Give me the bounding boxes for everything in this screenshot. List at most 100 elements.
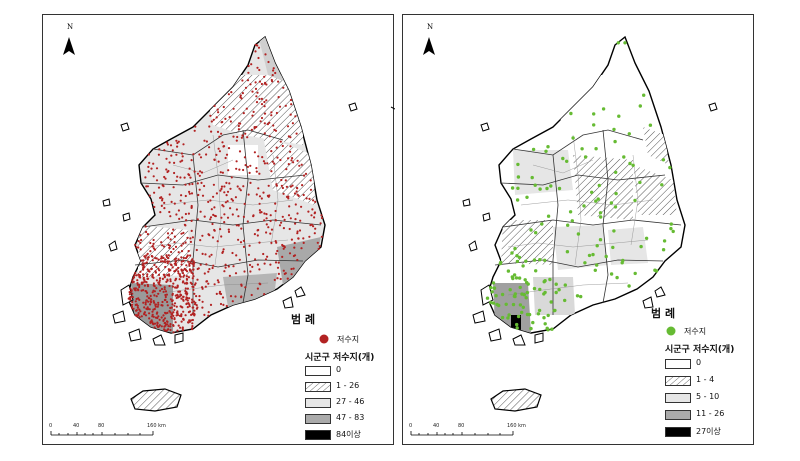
reservoir-point (152, 300, 155, 303)
reservoir-point (139, 248, 142, 251)
reservoir-point (164, 290, 168, 293)
reservoir-point (185, 296, 188, 299)
reservoir-point (210, 120, 213, 123)
north-arrow-icon (423, 37, 435, 55)
reservoir-point (138, 275, 141, 278)
reservoir-point (142, 301, 145, 304)
reservoir-point (284, 272, 287, 275)
reservoir-point (219, 228, 222, 231)
reservoir-point (274, 219, 277, 222)
reservoir-point (137, 246, 140, 249)
reservoir-point (172, 311, 175, 314)
reservoir-point (160, 316, 163, 319)
reservoir-point (143, 306, 146, 309)
reservoir-point (201, 252, 204, 255)
reservoir-point (240, 136, 243, 139)
reservoir-point (192, 288, 195, 291)
reservoir-point (536, 312, 541, 316)
reservoir-point (617, 114, 621, 118)
reservoir-point (144, 176, 147, 179)
reservoir-point (186, 299, 189, 302)
reservoir-point (269, 263, 272, 266)
reservoir-point (140, 282, 144, 285)
reservoir-point (303, 174, 306, 177)
reservoir-point (299, 219, 302, 222)
reservoir-point (231, 251, 234, 255)
reservoir-point (263, 212, 266, 215)
reservoir-point (290, 267, 293, 271)
reservoir-point (163, 175, 166, 179)
reservoir-point (642, 93, 646, 97)
reservoir-point (258, 172, 261, 175)
reservoir-point (294, 218, 297, 221)
legend-swatch (665, 393, 691, 403)
reservoir-point (242, 239, 245, 242)
reservoir-point (568, 210, 573, 214)
reservoir-point (508, 288, 512, 292)
reservoir-point (246, 165, 249, 168)
reservoir-point (146, 295, 149, 298)
reservoir-point (154, 257, 157, 260)
reservoir-point (161, 277, 164, 280)
reservoir-point (189, 261, 192, 264)
reservoir-point (254, 81, 257, 84)
reservoir-point (152, 282, 155, 285)
map-panel-right: N 범 례 저수지 시군구 저수지(개) 0 1 - 4 5 - 10 11 -… (402, 14, 754, 445)
reservoir-point (226, 216, 230, 219)
reservoir-point (138, 273, 141, 277)
reservoir-point (554, 282, 558, 286)
reservoir-point (613, 139, 617, 144)
reservoir-point (317, 247, 320, 250)
reservoir-point (172, 331, 175, 334)
reservoir-point (595, 263, 599, 267)
reservoir-point (265, 213, 268, 216)
reservoir-point (164, 293, 167, 297)
reservoir-point (203, 313, 206, 316)
reservoir-point (213, 228, 216, 232)
reservoir-point (627, 132, 631, 136)
scale-label: 80 (458, 423, 465, 429)
reservoir-point (190, 319, 193, 322)
north-label: N (427, 23, 434, 31)
reservoir-point (176, 175, 179, 178)
reservoir-point (175, 179, 178, 182)
reservoir-point (254, 258, 257, 261)
reservoir-point (240, 284, 243, 287)
reservoir-point (139, 234, 142, 237)
reservoir-point (227, 147, 231, 150)
reservoir-point (599, 215, 603, 219)
north-arrow-icon (63, 37, 75, 55)
reservoir-point (561, 156, 565, 161)
reservoir-point (180, 250, 184, 253)
reservoir-point (153, 191, 156, 194)
reservoir-point (169, 269, 172, 272)
reservoir-point (134, 287, 137, 290)
reservoir-point (211, 222, 214, 226)
reservoir-point (209, 303, 213, 306)
legend-swatch (305, 382, 331, 392)
reservoir-point (281, 244, 285, 247)
reservoir-point (215, 116, 218, 119)
reservoir-point (515, 259, 520, 264)
reservoir-point (175, 257, 178, 260)
reservoir-point (291, 122, 294, 125)
reservoir-point (274, 261, 278, 264)
reservoir-point (228, 182, 231, 185)
reservoir-point (256, 66, 259, 69)
legend-swatch (665, 376, 691, 386)
reservoir-point (207, 200, 210, 203)
reservoir-point (149, 303, 152, 306)
reservoir-point (198, 298, 201, 302)
reservoir-point (166, 170, 169, 174)
reservoir-point (160, 287, 164, 291)
reservoir-point (155, 287, 158, 290)
reservoir-point (534, 269, 538, 273)
reservoir-point (136, 279, 139, 282)
reservoir-point (557, 288, 561, 292)
reservoir-point (532, 286, 537, 291)
reservoir-point (184, 241, 187, 244)
reservoir-point (307, 210, 310, 213)
reservoir-point (531, 147, 536, 152)
reservoir-point (148, 312, 151, 315)
reservoir-point (661, 248, 666, 252)
